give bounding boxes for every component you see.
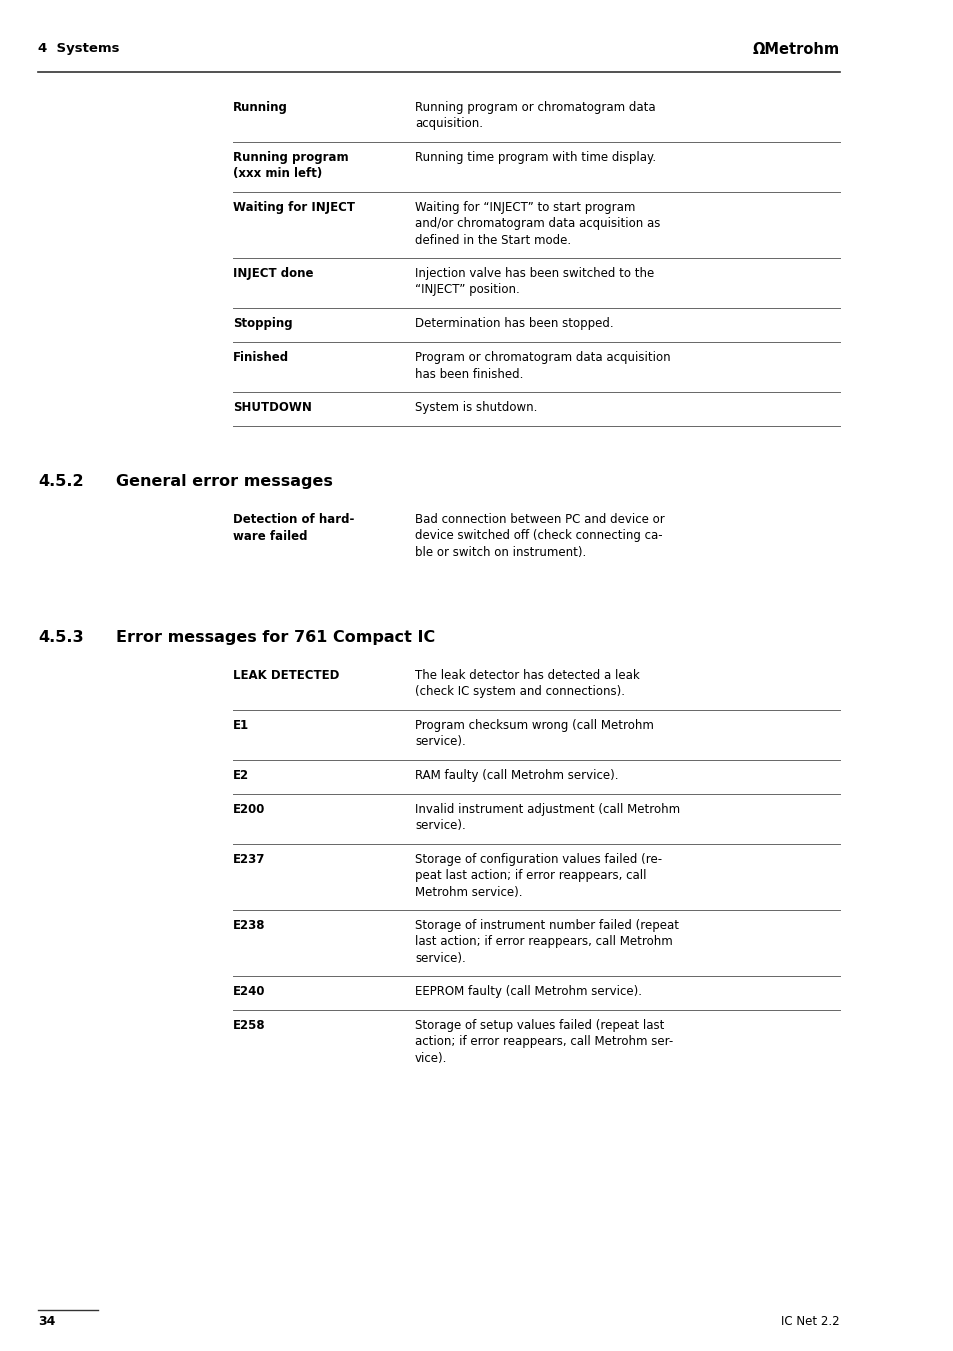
- Text: EEPROM faulty (call Metrohm service).: EEPROM faulty (call Metrohm service).: [415, 985, 641, 998]
- Text: Detection of hard-
ware failed: Detection of hard- ware failed: [233, 513, 354, 543]
- Text: Running: Running: [233, 101, 288, 113]
- Text: 4  Systems: 4 Systems: [38, 42, 119, 55]
- Text: Determination has been stopped.: Determination has been stopped.: [415, 317, 613, 330]
- Text: General error messages: General error messages: [116, 474, 333, 489]
- Text: ΩMetrohm: ΩMetrohm: [752, 42, 840, 57]
- Text: Storage of instrument number failed (repeat
last action; if error reappears, cal: Storage of instrument number failed (rep…: [415, 919, 679, 965]
- Text: IC Net 2.2: IC Net 2.2: [781, 1315, 840, 1328]
- Text: The leak detector has detected a leak
(check IC system and connections).: The leak detector has detected a leak (c…: [415, 669, 639, 698]
- Text: LEAK DETECTED: LEAK DETECTED: [233, 669, 339, 682]
- Text: E238: E238: [233, 919, 265, 932]
- Text: RAM faulty (call Metrohm service).: RAM faulty (call Metrohm service).: [415, 769, 618, 782]
- Text: E237: E237: [233, 852, 265, 866]
- Text: INJECT done: INJECT done: [233, 267, 314, 280]
- Text: E2: E2: [233, 769, 249, 782]
- Text: Waiting for INJECT: Waiting for INJECT: [233, 201, 355, 213]
- Text: 34: 34: [38, 1315, 55, 1328]
- Text: E258: E258: [233, 1019, 265, 1032]
- Text: Program or chromatogram data acquisition
has been finished.: Program or chromatogram data acquisition…: [415, 351, 670, 381]
- Text: Storage of setup values failed (repeat last
action; if error reappears, call Met: Storage of setup values failed (repeat l…: [415, 1019, 673, 1065]
- Text: 4.5.3: 4.5.3: [38, 630, 84, 644]
- Text: Bad connection between PC and device or
device switched off (check connecting ca: Bad connection between PC and device or …: [415, 513, 664, 559]
- Text: E240: E240: [233, 985, 265, 998]
- Text: Invalid instrument adjustment (call Metrohm
service).: Invalid instrument adjustment (call Metr…: [415, 802, 679, 832]
- Text: System is shutdown.: System is shutdown.: [415, 401, 537, 413]
- Text: Running time program with time display.: Running time program with time display.: [415, 151, 656, 163]
- Text: SHUTDOWN: SHUTDOWN: [233, 401, 312, 413]
- Text: Program checksum wrong (call Metrohm
service).: Program checksum wrong (call Metrohm ser…: [415, 719, 653, 748]
- Text: E1: E1: [233, 719, 249, 732]
- Text: Finished: Finished: [233, 351, 289, 363]
- Text: Stopping: Stopping: [233, 317, 293, 330]
- Text: Running program or chromatogram data
acquisition.: Running program or chromatogram data acq…: [415, 101, 655, 131]
- Text: Error messages for 761 Compact IC: Error messages for 761 Compact IC: [116, 630, 435, 644]
- Text: Running program
(xxx min left): Running program (xxx min left): [233, 151, 348, 181]
- Text: Injection valve has been switched to the
“INJECT” position.: Injection valve has been switched to the…: [415, 267, 654, 296]
- Text: 4.5.2: 4.5.2: [38, 474, 84, 489]
- Text: Storage of configuration values failed (re-
peat last action; if error reappears: Storage of configuration values failed (…: [415, 852, 661, 898]
- Text: Waiting for “INJECT” to start program
and/or chromatogram data acquisition as
de: Waiting for “INJECT” to start program an…: [415, 201, 659, 247]
- Text: E200: E200: [233, 802, 265, 816]
